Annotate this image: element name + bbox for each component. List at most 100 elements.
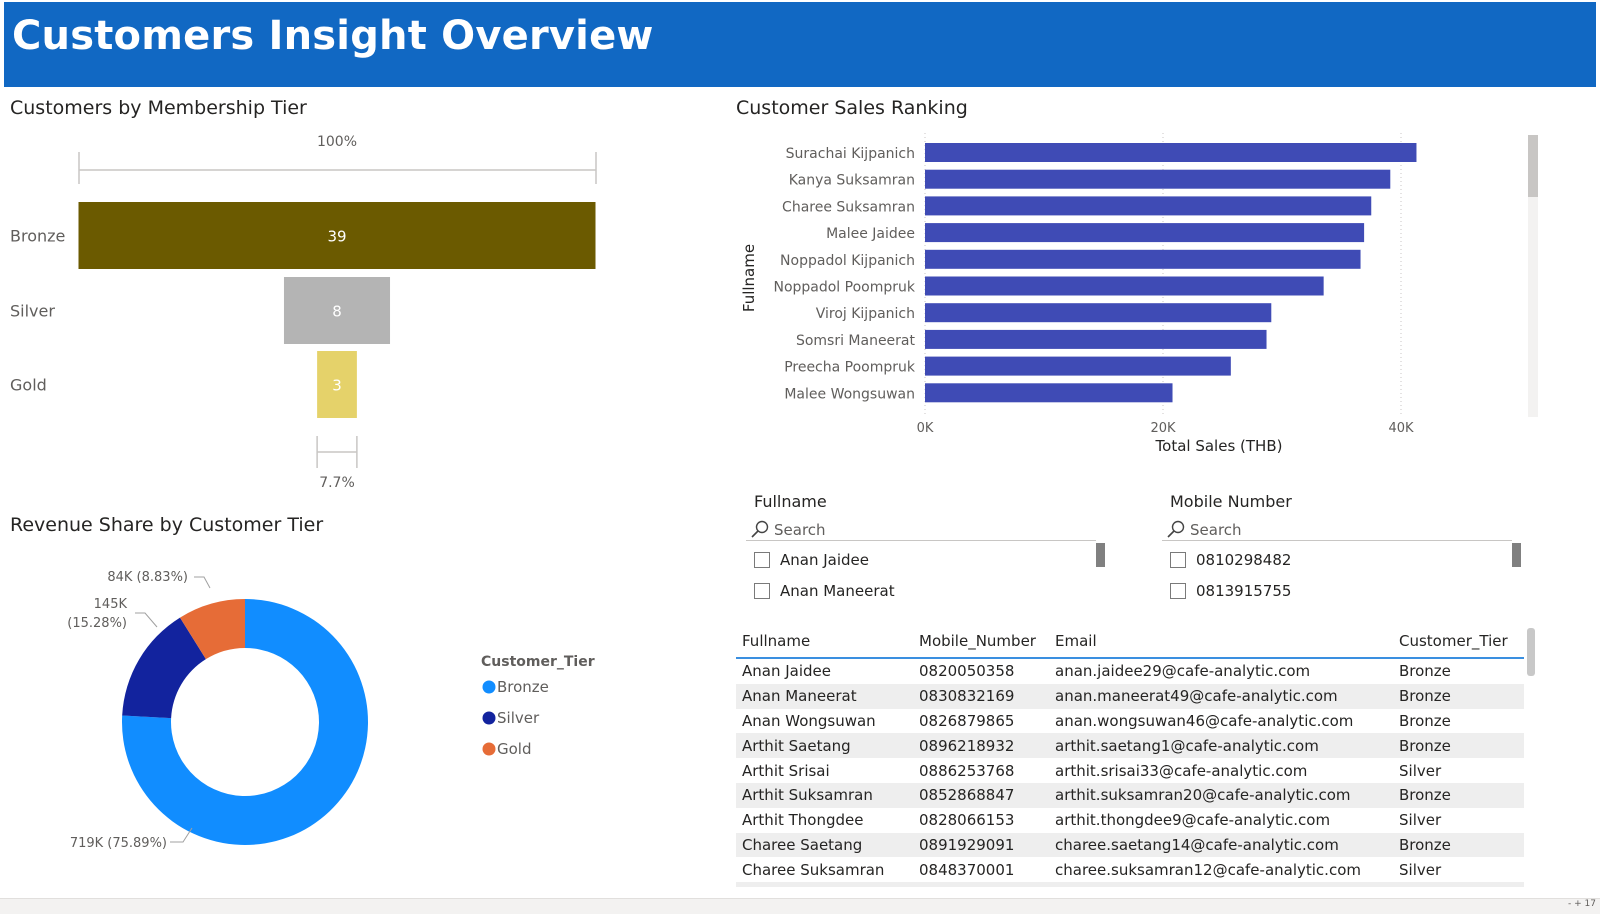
table-row[interactable]: Arthit Suksamran 0852868847 arthit.suksamr…: [736, 782, 1524, 808]
funnel-chart[interactable]: 100% Bronze 39 Silver 8 Gold 3 7.7%: [0, 125, 700, 505]
ranking-y-axis-label: Fullname: [740, 244, 758, 312]
ranking-category-label: Charee Suksamran: [782, 199, 915, 215]
ranking-category-label: Preecha Poompruk: [784, 360, 916, 376]
mobile-slicer-title: Mobile Number: [1170, 492, 1292, 511]
report-title: Customers Insight Overview: [12, 13, 654, 59]
mobile-slicer: Mobile Number Search 0810298482 08139157…: [1154, 492, 1524, 602]
table-row[interactable]: Charee Saetang 0891929091 charee.saetang14…: [736, 832, 1524, 858]
ranking-category-label: Somsri Maneerat: [796, 333, 916, 349]
donut-slice: [180, 599, 245, 660]
table-cell: charee.suksamran12@cafe-analytic.com: [1055, 860, 1361, 879]
mobile-search-input[interactable]: Search: [1162, 518, 1512, 541]
funnel-bar: [317, 351, 357, 418]
checkbox[interactable]: [1170, 583, 1186, 599]
checkbox[interactable]: [1170, 552, 1186, 568]
ranking-bar: [925, 196, 1372, 216]
ranking-bar: [925, 329, 1267, 349]
funnel-category-label: Gold: [10, 376, 47, 395]
funnel-bar: [78, 202, 596, 269]
ranking-bar: [925, 276, 1324, 296]
checkbox[interactable]: [754, 583, 770, 599]
table-scrollbar[interactable]: [1527, 628, 1535, 676]
ranking-category-label: Kanya Suksamran: [789, 173, 915, 189]
donut-data-label: 84K (8.83%): [107, 570, 188, 585]
search-icon: [1167, 520, 1185, 538]
mobile-slicer-scrollbar[interactable]: [1512, 543, 1521, 567]
ranking-chart[interactable]: 0K 20K 40K Surachai Kijpanich Kanya Suksamra…: [736, 125, 1546, 470]
donut-leader-line: [170, 827, 193, 843]
table-cell: 0826879865: [919, 711, 1015, 730]
table-cell: anan.jaidee29@cafe-analytic.com: [1055, 662, 1311, 681]
ranking-title: Customer Sales Ranking: [736, 97, 968, 119]
fullname-slicer-title: Fullname: [754, 492, 827, 511]
ranking-x-axis-label: Total Sales (THB): [1155, 437, 1283, 455]
ranking-category-label: Surachai Kijpanich: [786, 146, 915, 162]
table-cell: 0828066153: [919, 811, 1015, 830]
table-cell: Bronze: [1393, 832, 1524, 858]
table-cell: Bronze: [1399, 662, 1451, 681]
donut-title: Revenue Share by Customer Tier: [10, 514, 324, 536]
ranking-bar: [925, 356, 1231, 376]
fullname-search-placeholder: Search: [774, 521, 826, 539]
donut-chart[interactable]: 719K (75.89%) 145K (15.28%) 84K (8.83%) Cust…: [0, 550, 700, 880]
table-cell: 0886253768: [919, 761, 1015, 780]
ranking-bar: [925, 223, 1365, 243]
table-cell: Anan Wongsuwan: [742, 711, 876, 730]
donut-leader-line: [194, 576, 211, 589]
table-cell: 0896218932: [913, 733, 1049, 759]
table-cell: Silver: [1399, 811, 1442, 830]
column-header-tier[interactable]: Customer_Tier: [1393, 625, 1524, 659]
table-cell: arthit.suksamran20@cafe-analytic.com: [1049, 782, 1393, 808]
ranking-category-label: Noppadol Kijpanich: [780, 253, 915, 269]
table-cell: 0852868847: [913, 782, 1049, 808]
funnel-category-label: Bronze: [10, 227, 65, 246]
funnel-top-pct: 100%: [317, 134, 357, 150]
status-bar: - + 17: [0, 898, 1600, 914]
ranking-scrollbar-track: [1528, 135, 1538, 417]
table-row[interactable]: Anan Wongsuwan 0826879865 anan.wongsuwan46…: [736, 709, 1524, 734]
slicer-item-label: Anan Jaidee: [780, 551, 869, 569]
table-cell: Chatchai Jaidee: [736, 882, 913, 887]
donut-data-label: (15.28%): [67, 616, 127, 631]
donut-slice: [122, 617, 206, 719]
table-row[interactable]: Arthit Srisai 0886253768 arthit.srisai33@c…: [736, 758, 1524, 783]
fullname-search-input[interactable]: Search: [746, 518, 1096, 541]
legend-item-label: Gold: [497, 740, 532, 758]
table-cell: Anan Jaidee: [742, 662, 831, 681]
ranking-category-label: Noppadol Poompruk: [773, 280, 915, 296]
table-row[interactable]: Arthit Saetang 0896218932 arthit.saetang1@…: [736, 733, 1524, 759]
checkbox[interactable]: [754, 552, 770, 568]
slicer-item-label: Anan Maneerat: [780, 582, 895, 600]
funnel-bar: [283, 277, 391, 344]
table-row[interactable]: Charee Suksamran 0848370001 charee.suksamr…: [736, 857, 1524, 882]
report-header: Customers Insight Overview: [4, 2, 1596, 87]
table-cell: chatchai.jaidee5@cafe-analytic.com: [1049, 882, 1393, 887]
legend-marker: [482, 711, 496, 725]
column-header-fullname[interactable]: Fullname: [736, 625, 913, 659]
table-cell: arthit.srisai33@cafe-analytic.com: [1055, 761, 1308, 780]
table-row[interactable]: Anan Maneerat 0830832169 anan.maneerat49@c…: [736, 683, 1524, 709]
column-header-email[interactable]: Email: [1049, 625, 1393, 659]
ranking-x-tick: 40K: [1388, 421, 1414, 436]
funnel-bottom-pct: 7.7%: [319, 475, 355, 491]
donut-leader-line: [135, 612, 158, 628]
table-cell: 0848370001: [919, 860, 1015, 879]
column-header-mobile[interactable]: Mobile_Number: [913, 625, 1049, 659]
table-row[interactable]: Arthit Thongdee 0828066153 arthit.thongdee…: [736, 808, 1524, 833]
legend-item-label: Bronze: [497, 678, 549, 696]
table-cell: Silver: [1399, 761, 1442, 780]
ranking-x-tick: 0K: [917, 421, 934, 436]
table-cell: Bronze: [1393, 782, 1524, 808]
table-cell: Arthit Suksamran: [736, 782, 913, 808]
table-cell: Charee Suksamran: [742, 860, 885, 879]
legend-marker: [482, 742, 496, 756]
ranking-category-label: Viroj Kijpanich: [816, 306, 915, 322]
table-cell: 0891929091: [913, 832, 1049, 858]
ranking-bar: [925, 249, 1361, 269]
table-row[interactable]: Chatchai Jaidee0870000000chatchai.jaidee…: [736, 882, 1524, 887]
ranking-bar: [925, 383, 1173, 403]
zoom-control[interactable]: - + 17: [1568, 899, 1596, 909]
fullname-slicer-scrollbar[interactable]: [1096, 543, 1105, 567]
ranking-category-label: Malee Jaidee: [826, 226, 915, 242]
table-row[interactable]: Anan Jaidee 0820050358 anan.jaidee29@cafe-…: [736, 658, 1524, 684]
